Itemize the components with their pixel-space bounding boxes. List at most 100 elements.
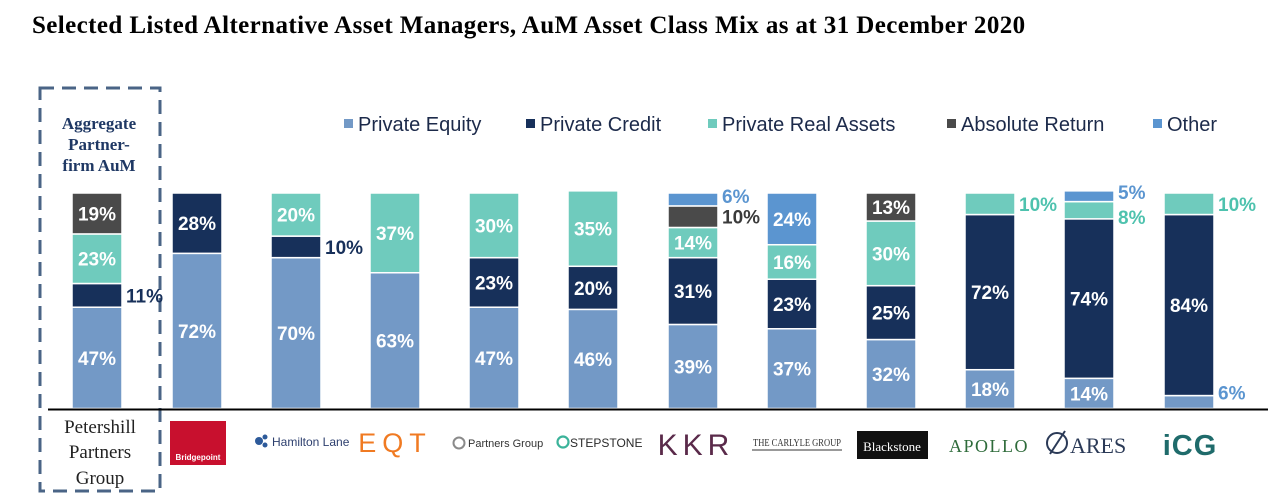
data-label-kkr-private-real-assets: 14% xyxy=(674,234,712,255)
logo-blackstone: Blackstone xyxy=(863,439,921,454)
data-label-kkr-private-credit: 31% xyxy=(674,282,712,303)
bar-eqt-private-equity xyxy=(369,271,421,410)
bar-the-carlyle-group-other xyxy=(766,192,818,246)
data-label-the-carlyle-group-private-credit: 23% xyxy=(773,295,811,316)
logo-petershill-line-1: Petershill xyxy=(64,417,136,438)
bar-blackstone-private-credit xyxy=(865,284,917,341)
data-label-the-carlyle-group-private-equity: 37% xyxy=(773,360,811,381)
bar-partners-group-private-credit xyxy=(468,256,520,308)
bar-eqt-private-real-assets xyxy=(369,192,421,274)
bar-kkr-absolute-return xyxy=(667,205,719,229)
data-label-the-carlyle-group-other: 24% xyxy=(773,210,811,231)
bar-the-carlyle-group-private-real-assets xyxy=(766,243,818,280)
bar-kkr-private-equity xyxy=(667,323,719,410)
bar-petershill-partners-group-private-real-assets xyxy=(71,233,123,285)
data-label-partners-group-private-equity: 47% xyxy=(475,349,513,370)
legend-label-private-credit: Private Credit xyxy=(540,114,662,136)
data-label-apollo-private-equity: 18% xyxy=(971,380,1009,401)
aggregate-label-line-2: Partner- xyxy=(68,135,130,154)
aggregate-label-line-1: Aggregate xyxy=(62,114,137,133)
data-label-apollo-private-credit: 72% xyxy=(971,283,1009,304)
bar-kkr-other xyxy=(667,192,719,207)
data-label-partners-group-private-real-assets: 30% xyxy=(475,216,513,237)
bar-icg-private-equity xyxy=(1163,394,1215,410)
bar-hamilton-lane-private-credit xyxy=(270,235,322,259)
bar-blackstone-absolute-return xyxy=(865,192,917,222)
data-label-blackstone-absolute-return: 13% xyxy=(872,198,910,219)
data-label-eqt-private-real-assets: 37% xyxy=(376,224,414,245)
logo-carlyle-group: THE CARLYLE GROUP xyxy=(753,437,841,449)
legend-swatch-other xyxy=(1153,119,1162,128)
data-label-petershill-partners-group-private-real-assets: 23% xyxy=(78,250,116,271)
logo-stepstone-icon xyxy=(556,435,570,449)
data-label-ares-private-equity: 14% xyxy=(1070,384,1108,405)
data-label-petershill-partners-group-absolute-return: 19% xyxy=(78,204,116,225)
bar-the-carlyle-group-private-credit xyxy=(766,278,818,330)
logo-ares: ARES xyxy=(1070,433,1126,458)
bar-the-carlyle-group-private-equity xyxy=(766,328,818,410)
data-label-the-carlyle-group-private-real-assets: 16% xyxy=(773,253,811,274)
data-label-icg-private-real-assets: 10% xyxy=(1218,195,1256,216)
logo-partners-group-icon xyxy=(452,436,466,450)
data-label-stepstone-private-credit: 20% xyxy=(574,279,612,300)
bar-kkr-private-real-assets xyxy=(667,226,719,259)
data-label-eqt-private-equity: 63% xyxy=(376,332,414,353)
bar-ares-private-real-assets xyxy=(1063,200,1115,220)
chart-title: Selected Listed Alternative Asset Manage… xyxy=(32,12,1026,39)
data-label-kkr-absolute-return: 10% xyxy=(722,208,760,229)
data-label-kkr-other: 6% xyxy=(722,187,750,208)
bar-petershill-partners-group-absolute-return xyxy=(71,192,123,235)
bar-bridgepoint-private-equity xyxy=(171,252,223,410)
data-label-hamilton-lane-private-real-assets: 20% xyxy=(277,206,315,227)
bar-hamilton-lane-private-equity xyxy=(270,256,322,410)
logo-ares-slash-icon xyxy=(1049,430,1066,455)
data-label-petershill-partners-group-private-credit: 11% xyxy=(126,286,163,307)
data-label-hamilton-lane-private-equity: 70% xyxy=(277,324,315,345)
data-label-partners-group-private-credit: 23% xyxy=(475,273,513,294)
legend-swatch-private-equity xyxy=(344,119,353,128)
data-label-blackstone-private-equity: 32% xyxy=(872,365,910,386)
bar-bridgepoint-private-credit xyxy=(171,192,223,255)
data-label-apollo-private-real-assets: 10% xyxy=(1019,195,1057,216)
logo-hamilton-lane: Hamilton Lane xyxy=(272,435,350,449)
logo-hamilton-dot2-icon xyxy=(262,442,268,448)
bar-partners-group-private-real-assets xyxy=(468,192,520,259)
bar-petershill-partners-group-private-equity xyxy=(71,306,123,410)
legend-label-absolute-return: Absolute Return xyxy=(961,114,1104,136)
logo-ares-icon xyxy=(1046,432,1068,454)
data-label-ares-private-credit: 74% xyxy=(1070,290,1108,311)
logo-stepstone: STEPSTONE xyxy=(570,436,642,450)
logo-eqt: EQT xyxy=(358,428,432,458)
bars: 47% 11% 23% 19% 72% 28% 70% 10% 20% 63% 37% 47% 23% 3… xyxy=(71,183,1256,410)
logo-icg: iCG xyxy=(1163,430,1218,462)
logo-hamilton-mark-icon xyxy=(255,437,263,445)
aggregate-highlight-box xyxy=(38,86,162,493)
data-label-ares-other: 5% xyxy=(1118,183,1146,204)
legend: Private Equity Private Credit Private Real… xyxy=(344,114,1217,136)
logo-blackstone-box xyxy=(857,431,928,459)
bar-hamilton-lane-private-real-assets xyxy=(270,192,322,237)
data-label-blackstone-private-credit: 25% xyxy=(872,304,910,325)
logo-bridgepoint-box xyxy=(170,421,226,465)
logo-kkr: KKR xyxy=(658,429,735,462)
data-label-icg-private-equity: 6% xyxy=(1218,384,1246,405)
data-label-bridgepoint-private-equity: 72% xyxy=(178,322,216,343)
legend-swatch-private-real-assets xyxy=(708,119,717,128)
bar-petershill-partners-group-private-credit xyxy=(71,282,123,308)
bar-ares-private-credit xyxy=(1063,218,1115,380)
legend-label-private-real-assets: Private Real Assets xyxy=(722,114,895,136)
bar-ares-other xyxy=(1063,190,1115,203)
data-label-stepstone-private-equity: 46% xyxy=(574,350,612,371)
data-label-stepstone-private-real-assets: 35% xyxy=(574,220,612,241)
bar-apollo-private-credit xyxy=(964,213,1016,371)
legend-label-other: Other xyxy=(1167,114,1217,136)
logo-partners-group: Partners Group xyxy=(468,438,543,450)
logo-petershill-line-3: Group xyxy=(76,468,125,489)
bar-apollo-private-equity xyxy=(964,368,1016,410)
legend-swatch-private-credit xyxy=(526,119,535,128)
logo-bridgepoint: Bridgepoint xyxy=(176,453,221,462)
data-label-hamilton-lane-private-credit: 10% xyxy=(325,238,363,259)
logo-hamilton-dot-icon xyxy=(262,434,268,440)
data-label-icg-private-credit: 84% xyxy=(1170,296,1208,317)
